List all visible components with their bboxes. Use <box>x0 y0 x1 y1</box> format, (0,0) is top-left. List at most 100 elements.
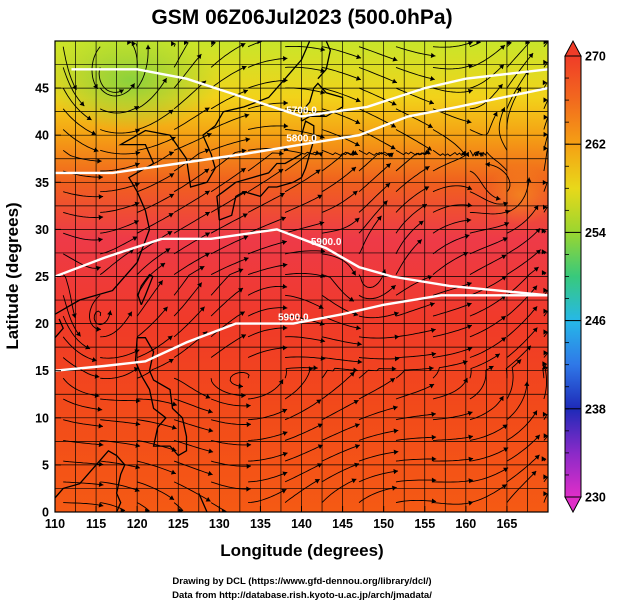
streamline <box>321 166 357 193</box>
streamline <box>433 479 474 483</box>
streamline-arrowhead <box>532 410 538 416</box>
streamline-arrowhead <box>357 341 362 347</box>
streamline <box>321 336 362 345</box>
streamline <box>469 336 507 358</box>
streamline <box>137 136 176 151</box>
streamline-arrowhead <box>86 115 92 121</box>
streamline-arrowhead <box>241 148 247 154</box>
streamline-arrowhead <box>390 144 396 150</box>
streamline-arrowhead <box>463 377 468 383</box>
streamline-arrowhead <box>133 220 139 225</box>
contour-line <box>55 86 548 175</box>
streamline-arrowhead <box>500 45 505 50</box>
streamline-arrowhead <box>282 408 288 414</box>
streamline-arrowhead <box>167 231 173 236</box>
streamline <box>506 285 538 317</box>
streamline <box>543 458 547 462</box>
streamline-arrowhead <box>541 456 547 462</box>
x-axis-ticks: 110 115 120 125 130 135 140 145 150 155 160 165 <box>45 506 517 531</box>
streamline-arrowhead <box>98 237 103 243</box>
streamline-arrowhead <box>204 252 210 258</box>
streamline-arrowhead <box>320 46 326 52</box>
streamline <box>247 347 288 358</box>
streamline-arrowhead <box>79 101 85 107</box>
streamline-arrowhead <box>543 114 548 120</box>
streamline-arrowhead <box>98 214 104 220</box>
streamline <box>210 65 247 89</box>
streamline-arrowhead <box>208 448 214 454</box>
streamline <box>247 192 285 213</box>
streamline-arrowhead <box>282 262 288 268</box>
streamline-arrowhead <box>205 394 211 399</box>
streamline-arrowhead <box>107 310 113 316</box>
streamline <box>358 336 400 339</box>
streamline <box>395 436 437 441</box>
streamline <box>469 170 501 200</box>
streamline-arrowhead <box>167 335 173 341</box>
streamline-arrowhead <box>528 53 534 59</box>
streamline <box>469 111 498 136</box>
streamline <box>358 406 398 421</box>
colorbar-ticks: 270 262 254 246 238 230 <box>565 50 606 505</box>
streamline <box>210 439 252 446</box>
streamline <box>285 45 326 51</box>
streamline-arrowhead <box>427 123 433 128</box>
streamline <box>210 287 244 317</box>
streamline <box>395 87 435 105</box>
y-tick-label: 25 <box>35 270 49 284</box>
streamline <box>284 478 320 503</box>
streamline-arrowhead <box>130 83 135 89</box>
x-tick-label: 115 <box>86 517 106 531</box>
streamline <box>173 53 202 89</box>
streamline-arrowhead <box>246 442 252 448</box>
streamline-arrowhead <box>543 41 548 45</box>
streamline <box>480 151 508 172</box>
streamline <box>395 499 437 504</box>
streamline <box>321 108 361 125</box>
streamline <box>321 129 360 147</box>
streamline <box>285 272 326 278</box>
x-tick-label: 165 <box>496 517 517 531</box>
streamline-arrowhead <box>282 305 288 311</box>
streamline-arrowhead <box>430 327 436 333</box>
streamline <box>285 315 325 326</box>
streamline <box>543 117 548 130</box>
streamline <box>432 149 467 157</box>
streamline <box>543 82 548 89</box>
streamline-arrowhead <box>165 248 171 253</box>
streamline-arrowhead <box>317 444 323 450</box>
streamline <box>284 423 323 441</box>
streamline-arrowhead <box>431 498 437 504</box>
x-tick-label: 155 <box>414 517 435 531</box>
streamline <box>210 419 252 425</box>
streamline-arrowhead <box>281 216 286 222</box>
streamline <box>100 398 141 402</box>
streamline-arrowhead <box>542 80 548 86</box>
x-tick-label: 160 <box>455 517 476 531</box>
streamline <box>284 194 323 213</box>
streamline-arrowhead <box>542 361 547 367</box>
streamline <box>248 488 287 504</box>
streamline <box>173 168 210 193</box>
streamline-arrowhead <box>502 424 508 430</box>
streamline <box>469 237 508 255</box>
streamline <box>469 424 508 441</box>
plot-area: 5700.0 5800.0 5900.0 5900.0 <box>55 41 548 512</box>
y-tick-label: 20 <box>35 317 49 331</box>
streamline-arrowhead <box>542 411 548 417</box>
streamline-arrowhead <box>355 119 361 125</box>
streamline <box>137 398 178 406</box>
streamline-arrowhead <box>168 213 174 218</box>
streamline <box>485 163 511 192</box>
streamline <box>358 312 399 319</box>
streamline <box>62 398 103 411</box>
streamline <box>136 306 168 338</box>
streamline <box>137 193 175 213</box>
streamline <box>543 331 548 338</box>
streamline <box>358 284 396 300</box>
streamline-arrowhead <box>204 212 210 217</box>
streamline <box>173 133 212 151</box>
streamline-arrowhead <box>199 306 205 312</box>
streamline-arrowhead <box>393 311 399 317</box>
streamline-arrowhead <box>543 329 548 335</box>
